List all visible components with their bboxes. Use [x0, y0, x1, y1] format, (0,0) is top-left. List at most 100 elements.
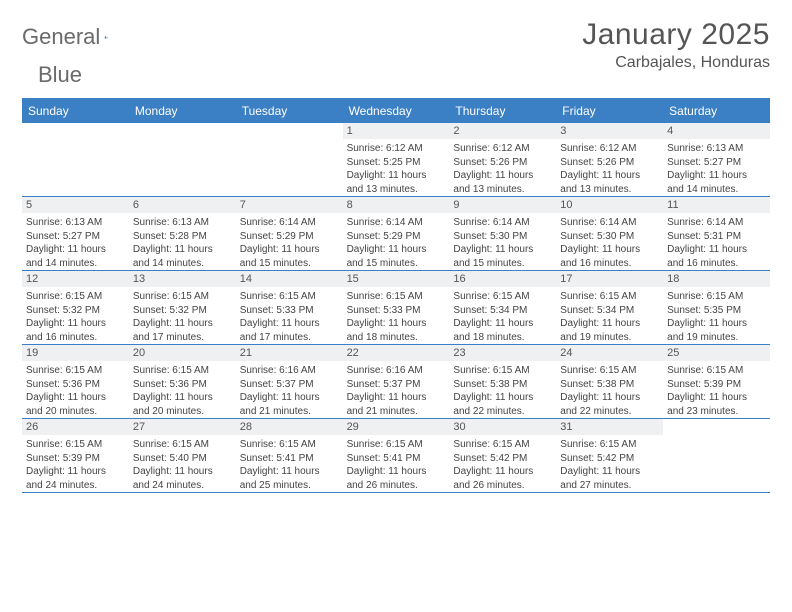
day-number: 29 [343, 419, 450, 435]
weekday-header: Sunday [22, 100, 129, 123]
sunrise-text: Sunrise: 6:13 AM [133, 216, 232, 230]
sunrise-text: Sunrise: 6:15 AM [347, 290, 446, 304]
daylight-text: Daylight: 11 hours and 13 minutes. [347, 169, 446, 196]
day-details: Sunrise: 6:12 AMSunset: 5:26 PMDaylight:… [556, 139, 663, 196]
sunrise-text: Sunrise: 6:12 AM [560, 142, 659, 156]
day-number: 9 [449, 197, 556, 213]
daylight-text: Daylight: 11 hours and 17 minutes. [133, 317, 232, 344]
day-number: 20 [129, 345, 236, 361]
day-number: 10 [556, 197, 663, 213]
sunrise-text: Sunrise: 6:14 AM [453, 216, 552, 230]
day-number: 3 [556, 123, 663, 139]
daylight-text: Daylight: 11 hours and 24 minutes. [26, 465, 125, 492]
day-details: Sunrise: 6:15 AMSunset: 5:33 PMDaylight:… [343, 287, 450, 344]
calendar-day: 27Sunrise: 6:15 AMSunset: 5:40 PMDayligh… [129, 419, 236, 492]
weekday-header: Monday [129, 100, 236, 123]
calendar-day: 2Sunrise: 6:12 AMSunset: 5:26 PMDaylight… [449, 123, 556, 196]
calendar-day: 18Sunrise: 6:15 AMSunset: 5:35 PMDayligh… [663, 271, 770, 344]
calendar-page: General January 2025 Carbajales, Hondura… [0, 0, 792, 493]
sunset-text: Sunset: 5:34 PM [453, 304, 552, 318]
daylight-text: Daylight: 11 hours and 20 minutes. [26, 391, 125, 418]
weekday-header: Thursday [449, 100, 556, 123]
sunrise-text: Sunrise: 6:15 AM [26, 290, 125, 304]
calendar-day [236, 123, 343, 196]
sunset-text: Sunset: 5:30 PM [453, 230, 552, 244]
calendar-day: 28Sunrise: 6:15 AMSunset: 5:41 PMDayligh… [236, 419, 343, 492]
calendar-day: 20Sunrise: 6:15 AMSunset: 5:36 PMDayligh… [129, 345, 236, 418]
calendar-day: 26Sunrise: 6:15 AMSunset: 5:39 PMDayligh… [22, 419, 129, 492]
day-details: Sunrise: 6:15 AMSunset: 5:41 PMDaylight:… [236, 435, 343, 492]
daylight-text: Daylight: 11 hours and 16 minutes. [26, 317, 125, 344]
sunset-text: Sunset: 5:42 PM [560, 452, 659, 466]
sunset-text: Sunset: 5:26 PM [560, 156, 659, 170]
day-number: 11 [663, 197, 770, 213]
day-number: 23 [449, 345, 556, 361]
sunset-text: Sunset: 5:33 PM [347, 304, 446, 318]
day-details: Sunrise: 6:13 AMSunset: 5:28 PMDaylight:… [129, 213, 236, 270]
day-number: 26 [22, 419, 129, 435]
calendar-day: 24Sunrise: 6:15 AMSunset: 5:38 PMDayligh… [556, 345, 663, 418]
day-details: Sunrise: 6:15 AMSunset: 5:40 PMDaylight:… [129, 435, 236, 492]
day-details: Sunrise: 6:13 AMSunset: 5:27 PMDaylight:… [22, 213, 129, 270]
sunrise-text: Sunrise: 6:15 AM [26, 364, 125, 378]
weeks-container: 1Sunrise: 6:12 AMSunset: 5:25 PMDaylight… [22, 123, 770, 493]
calendar-day: 13Sunrise: 6:15 AMSunset: 5:32 PMDayligh… [129, 271, 236, 344]
sunrise-text: Sunrise: 6:15 AM [240, 438, 339, 452]
calendar-week: 26Sunrise: 6:15 AMSunset: 5:39 PMDayligh… [22, 419, 770, 493]
day-details: Sunrise: 6:15 AMSunset: 5:39 PMDaylight:… [22, 435, 129, 492]
sunset-text: Sunset: 5:32 PM [26, 304, 125, 318]
calendar-day [663, 419, 770, 492]
daylight-text: Daylight: 11 hours and 13 minutes. [453, 169, 552, 196]
daylight-text: Daylight: 11 hours and 19 minutes. [560, 317, 659, 344]
sunset-text: Sunset: 5:39 PM [667, 378, 766, 392]
title-block: January 2025 Carbajales, Honduras [582, 18, 770, 72]
day-number: 12 [22, 271, 129, 287]
sunset-text: Sunset: 5:29 PM [347, 230, 446, 244]
day-details: Sunrise: 6:14 AMSunset: 5:30 PMDaylight:… [449, 213, 556, 270]
day-number [22, 123, 129, 139]
daylight-text: Daylight: 11 hours and 15 minutes. [240, 243, 339, 270]
daylight-text: Daylight: 11 hours and 25 minutes. [240, 465, 339, 492]
sunrise-text: Sunrise: 6:14 AM [667, 216, 766, 230]
day-details: Sunrise: 6:15 AMSunset: 5:32 PMDaylight:… [129, 287, 236, 344]
calendar-day: 3Sunrise: 6:12 AMSunset: 5:26 PMDaylight… [556, 123, 663, 196]
day-details: Sunrise: 6:15 AMSunset: 5:42 PMDaylight:… [556, 435, 663, 492]
sunrise-text: Sunrise: 6:12 AM [347, 142, 446, 156]
day-details: Sunrise: 6:14 AMSunset: 5:30 PMDaylight:… [556, 213, 663, 270]
day-details: Sunrise: 6:15 AMSunset: 5:41 PMDaylight:… [343, 435, 450, 492]
daylight-text: Daylight: 11 hours and 14 minutes. [133, 243, 232, 270]
day-number: 27 [129, 419, 236, 435]
sunset-text: Sunset: 5:36 PM [133, 378, 232, 392]
calendar-day: 22Sunrise: 6:16 AMSunset: 5:37 PMDayligh… [343, 345, 450, 418]
day-details: Sunrise: 6:15 AMSunset: 5:42 PMDaylight:… [449, 435, 556, 492]
calendar-day: 19Sunrise: 6:15 AMSunset: 5:36 PMDayligh… [22, 345, 129, 418]
sunset-text: Sunset: 5:42 PM [453, 452, 552, 466]
daylight-text: Daylight: 11 hours and 14 minutes. [667, 169, 766, 196]
sunset-text: Sunset: 5:41 PM [240, 452, 339, 466]
day-number: 18 [663, 271, 770, 287]
sunset-text: Sunset: 5:26 PM [453, 156, 552, 170]
day-details: Sunrise: 6:15 AMSunset: 5:33 PMDaylight:… [236, 287, 343, 344]
day-details: Sunrise: 6:16 AMSunset: 5:37 PMDaylight:… [343, 361, 450, 418]
daylight-text: Daylight: 11 hours and 16 minutes. [560, 243, 659, 270]
daylight-text: Daylight: 11 hours and 22 minutes. [560, 391, 659, 418]
calendar-day: 14Sunrise: 6:15 AMSunset: 5:33 PMDayligh… [236, 271, 343, 344]
daylight-text: Daylight: 11 hours and 24 minutes. [133, 465, 232, 492]
day-details: Sunrise: 6:14 AMSunset: 5:29 PMDaylight:… [236, 213, 343, 270]
day-number [236, 123, 343, 139]
sunrise-text: Sunrise: 6:13 AM [667, 142, 766, 156]
sunset-text: Sunset: 5:32 PM [133, 304, 232, 318]
sunrise-text: Sunrise: 6:13 AM [26, 216, 125, 230]
calendar-day: 4Sunrise: 6:13 AMSunset: 5:27 PMDaylight… [663, 123, 770, 196]
calendar-week: 5Sunrise: 6:13 AMSunset: 5:27 PMDaylight… [22, 197, 770, 271]
day-number [663, 419, 770, 435]
sunset-text: Sunset: 5:33 PM [240, 304, 339, 318]
weekday-header: Wednesday [343, 100, 450, 123]
day-number: 1 [343, 123, 450, 139]
day-details: Sunrise: 6:15 AMSunset: 5:39 PMDaylight:… [663, 361, 770, 418]
calendar-day: 29Sunrise: 6:15 AMSunset: 5:41 PMDayligh… [343, 419, 450, 492]
sunrise-text: Sunrise: 6:15 AM [240, 290, 339, 304]
logo-word-general: General [22, 24, 100, 50]
calendar-day: 1Sunrise: 6:12 AMSunset: 5:25 PMDaylight… [343, 123, 450, 196]
daylight-text: Daylight: 11 hours and 23 minutes. [667, 391, 766, 418]
